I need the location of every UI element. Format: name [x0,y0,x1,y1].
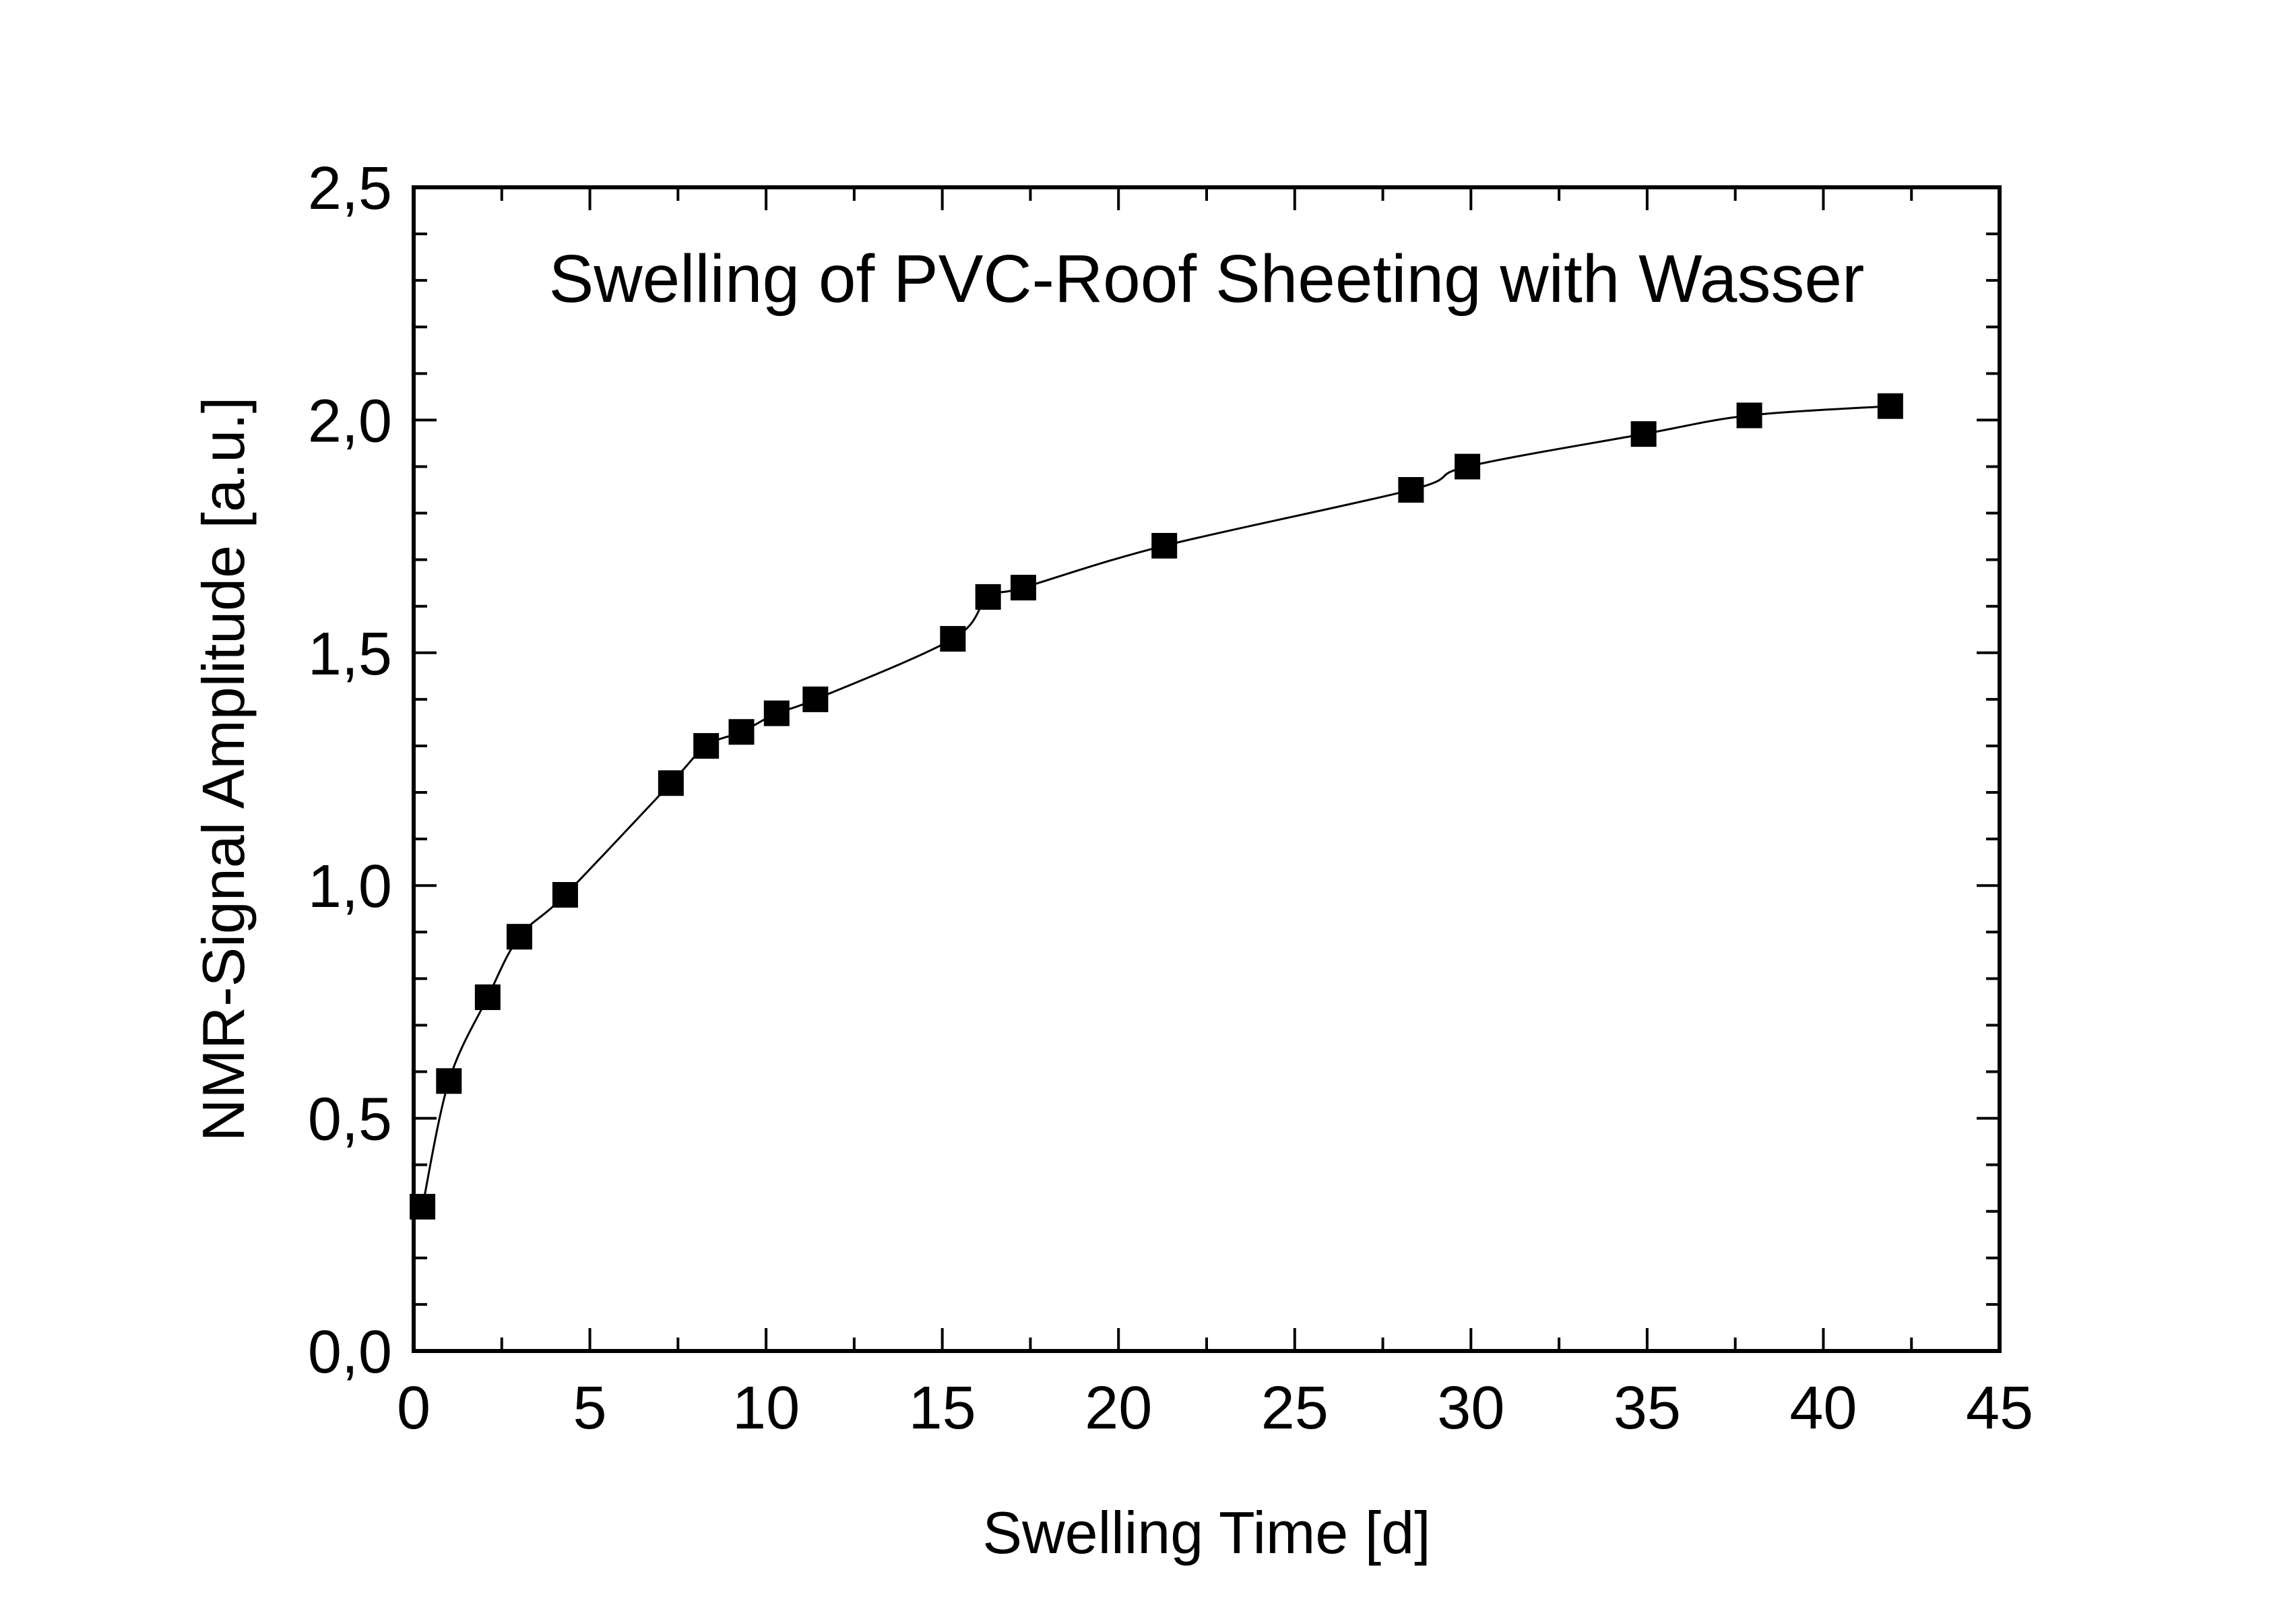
y-tick-label: 0,0 [308,1319,392,1386]
data-point [763,700,790,726]
y-tick-label: 0,5 [308,1086,392,1154]
data-point [658,770,684,796]
data-point [1877,393,1903,419]
axis-ticks [412,186,2001,1352]
axis-tick-labels: 0 5 10 15 20 25 30 35 40 45 0,0 0,5 1,0 1,5 2,0 2,5 [308,155,2033,1442]
data-point [975,584,1001,610]
x-tick-label: 20 [1085,1375,1152,1442]
x-tick-label: 5 [573,1375,607,1442]
x-tick-label: 35 [1614,1375,1681,1442]
plot-area-frame [412,185,2002,1353]
data-point [436,1068,462,1094]
x-tick-label: 0 [397,1375,430,1442]
data-point [474,984,501,1010]
y-axis-title: NMR-Signal Amplitude [a.u.] [190,397,257,1141]
x-tick-label: 25 [1261,1375,1329,1442]
data-point [1455,453,1481,480]
data-point [728,719,755,745]
chart-title: Swelling of PVC-Roof Sheeting with Wasse… [549,241,1865,317]
data-point [1398,477,1424,503]
data-point [1736,402,1762,429]
data-point [506,924,532,950]
x-tick-label: 15 [909,1375,976,1442]
data-point [1630,421,1657,447]
data-point [940,626,966,652]
y-tick-label: 1,5 [308,621,392,688]
data-point [802,686,829,712]
x-axis-title: Swelling Time [d] [982,1499,1430,1566]
x-tick-label: 10 [732,1375,800,1442]
x-tick-label: 40 [1789,1375,1857,1442]
data-point [693,732,720,759]
x-tick-label: 30 [1437,1375,1504,1442]
x-tick-label: 45 [1966,1375,2033,1442]
data-point [1151,532,1178,559]
y-tick-label: 2,0 [308,387,392,455]
y-tick-label: 1,0 [308,853,392,920]
y-tick-label: 2,5 [308,155,392,222]
data-point [552,882,578,908]
data-point [1010,575,1036,601]
